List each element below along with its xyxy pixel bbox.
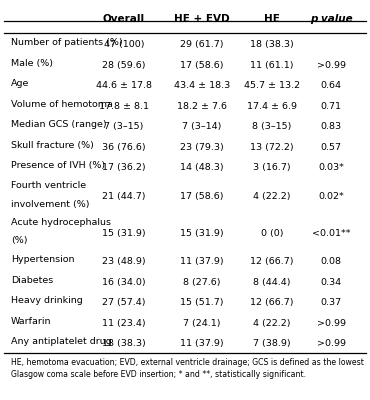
Text: 11 (61.1): 11 (61.1) xyxy=(250,61,294,70)
Text: 15 (31.9): 15 (31.9) xyxy=(180,229,223,238)
Text: Heavy drinking: Heavy drinking xyxy=(11,296,83,305)
Text: Median GCS (range): Median GCS (range) xyxy=(11,120,107,129)
Text: 15 (51.7): 15 (51.7) xyxy=(180,298,223,307)
Text: p value: p value xyxy=(310,14,353,24)
Text: 13 (72.2): 13 (72.2) xyxy=(250,143,294,152)
Text: 16 (34.0): 16 (34.0) xyxy=(102,278,146,287)
Text: 45.7 ± 13.2: 45.7 ± 13.2 xyxy=(244,81,300,90)
Text: 0.37: 0.37 xyxy=(320,298,342,307)
Text: 0 (0): 0 (0) xyxy=(261,229,283,238)
Text: 12 (66.7): 12 (66.7) xyxy=(250,298,294,307)
Text: Diabetes: Diabetes xyxy=(11,276,53,285)
Text: Male (%): Male (%) xyxy=(11,58,53,68)
Text: involvement (%): involvement (%) xyxy=(11,200,90,209)
Text: Skull fracture (%): Skull fracture (%) xyxy=(11,140,94,150)
Text: 15 (31.9): 15 (31.9) xyxy=(102,229,146,238)
Text: 17.4 ± 6.9: 17.4 ± 6.9 xyxy=(247,102,297,111)
Text: 4 (22.2): 4 (22.2) xyxy=(253,192,291,201)
Text: 8 (27.6): 8 (27.6) xyxy=(183,278,221,287)
Text: Acute hydrocephalus: Acute hydrocephalus xyxy=(11,218,111,227)
Text: 11 (37.9): 11 (37.9) xyxy=(180,257,223,266)
Text: 18 (38.3): 18 (38.3) xyxy=(102,339,146,348)
Text: >0.99: >0.99 xyxy=(317,319,346,328)
Text: 0.64: 0.64 xyxy=(321,81,342,90)
Text: 17.8 ± 8.1: 17.8 ± 8.1 xyxy=(99,102,149,111)
Text: 17 (58.6): 17 (58.6) xyxy=(180,192,223,201)
Text: HE + EVD: HE + EVD xyxy=(174,14,229,24)
Text: 18.2 ± 7.6: 18.2 ± 7.6 xyxy=(176,102,227,111)
Text: 7 (24.1): 7 (24.1) xyxy=(183,319,221,328)
Text: 21 (44.7): 21 (44.7) xyxy=(102,192,146,201)
Text: <0.01**: <0.01** xyxy=(312,229,350,238)
Text: 3 (16.7): 3 (16.7) xyxy=(253,163,291,172)
Text: 23 (79.3): 23 (79.3) xyxy=(180,143,223,152)
Text: 29 (61.7): 29 (61.7) xyxy=(180,40,223,49)
Text: 43.4 ± 18.3: 43.4 ± 18.3 xyxy=(174,81,230,90)
Text: Fourth ventricle: Fourth ventricle xyxy=(11,181,86,190)
Text: Hypertension: Hypertension xyxy=(11,255,75,264)
Text: (%): (%) xyxy=(11,236,28,246)
Text: 0.02*: 0.02* xyxy=(318,192,344,201)
Text: HE, hemotoma evacuation; EVD, external ventricle drainage; GCS is defined as the: HE, hemotoma evacuation; EVD, external v… xyxy=(11,358,364,379)
Text: 0.08: 0.08 xyxy=(321,257,342,266)
Text: 44.6 ± 17.8: 44.6 ± 17.8 xyxy=(96,81,152,90)
Text: Number of patients (%): Number of patients (%) xyxy=(11,38,123,47)
Text: 17 (36.2): 17 (36.2) xyxy=(102,163,146,172)
Text: Age: Age xyxy=(11,79,30,88)
Text: 12 (66.7): 12 (66.7) xyxy=(250,257,294,266)
Text: 11 (23.4): 11 (23.4) xyxy=(102,319,146,328)
Text: HE: HE xyxy=(264,14,280,24)
Text: 0.83: 0.83 xyxy=(320,122,342,131)
Text: 36 (76.6): 36 (76.6) xyxy=(102,143,146,152)
Text: Any antiplatelet drug: Any antiplatelet drug xyxy=(11,337,112,346)
Text: 0.71: 0.71 xyxy=(321,102,342,111)
Text: 0.03*: 0.03* xyxy=(318,163,344,172)
Text: Presence of IVH (%): Presence of IVH (%) xyxy=(11,161,105,170)
Text: 27 (57.4): 27 (57.4) xyxy=(102,298,146,307)
Text: 0.34: 0.34 xyxy=(320,278,342,287)
Text: 0.57: 0.57 xyxy=(321,143,342,152)
Text: 7 (3–14): 7 (3–14) xyxy=(182,122,221,131)
Text: Volume of hemotoma: Volume of hemotoma xyxy=(11,100,113,108)
Text: 18 (38.3): 18 (38.3) xyxy=(250,40,294,49)
Text: 4 (22.2): 4 (22.2) xyxy=(253,319,291,328)
Text: Warfarin: Warfarin xyxy=(11,317,51,326)
Text: >0.99: >0.99 xyxy=(317,339,346,348)
Text: 11 (37.9): 11 (37.9) xyxy=(180,339,223,348)
Text: 8 (3–15): 8 (3–15) xyxy=(252,122,292,131)
Text: 14 (48.3): 14 (48.3) xyxy=(180,163,223,172)
Text: Overall: Overall xyxy=(103,14,145,24)
Text: 23 (48.9): 23 (48.9) xyxy=(102,257,146,266)
Text: 8 (44.4): 8 (44.4) xyxy=(253,278,291,287)
Text: 17 (58.6): 17 (58.6) xyxy=(180,61,223,70)
Text: 47 (100): 47 (100) xyxy=(104,40,144,49)
Text: 7 (38.9): 7 (38.9) xyxy=(253,339,291,348)
Text: >0.99: >0.99 xyxy=(317,61,346,70)
Text: 28 (59.6): 28 (59.6) xyxy=(102,61,146,70)
Text: 7 (3–15): 7 (3–15) xyxy=(104,122,144,131)
